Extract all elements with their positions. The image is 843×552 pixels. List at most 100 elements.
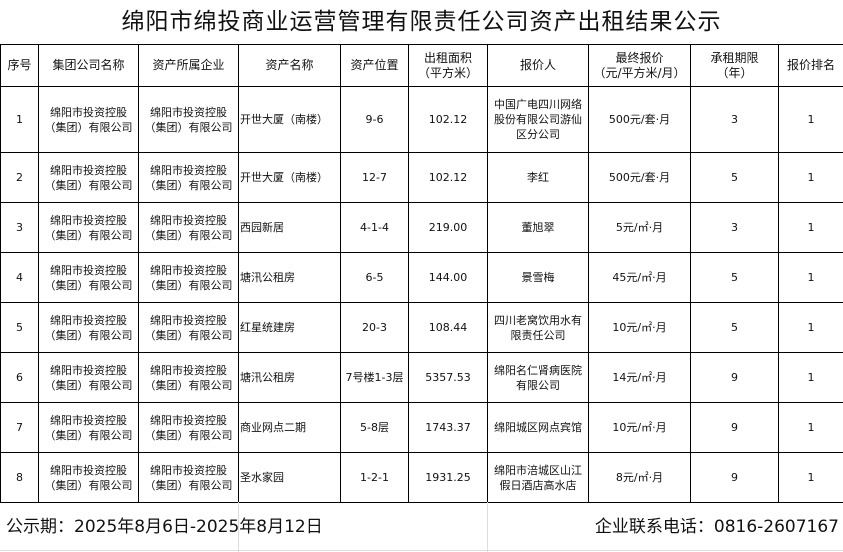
cell-index: 7: [0, 402, 39, 453]
table-row: 1 绵阳市投资控股（集团）有限公司 绵阳市投资控股（集团）有限公司 开世大厦（南楼） 9…: [0, 86, 843, 153]
cell-group-company: 绵阳市投资控股（集团）有限公司: [38, 302, 139, 353]
cell-final-price: 10元/㎡·月: [588, 302, 691, 353]
cell-area: 1931.25: [408, 452, 488, 503]
table-row: 5 绵阳市投资控股（集团）有限公司 绵阳市投资控股（集团）有限公司 红星统建房 20-3…: [0, 302, 843, 353]
cell-bidder: 绵阳名仁肾病医院有限公司: [487, 352, 589, 403]
table-row: 4 绵阳市投资控股（集团）有限公司 绵阳市投资控股（集团）有限公司 塘汛公租房 6-5 1…: [0, 252, 843, 303]
cell-lease-term: 9: [690, 352, 779, 403]
cell-lease-term: 5: [690, 302, 779, 353]
cell-group-company: 绵阳市投资控股（集团）有限公司: [38, 86, 139, 153]
cell-asset-name: 开世大厦（南楼）: [238, 86, 341, 153]
cell-index: 2: [0, 152, 39, 203]
header-owner-company: 资产所属企业: [138, 44, 239, 87]
cell-asset-name: 西园新居: [238, 202, 341, 253]
header-asset-name: 资产名称: [238, 44, 341, 87]
cell-rank: 1: [778, 402, 843, 453]
table-row: 7 绵阳市投资控股（集团）有限公司 绵阳市投资控股（集团）有限公司 商业网点二期 5-8…: [0, 402, 843, 453]
table-row: 3 绵阳市投资控股（集团）有限公司 绵阳市投资控股（集团）有限公司 西园新居 4-1-4…: [0, 202, 843, 253]
cell-owner-company: 绵阳市投资控股（集团）有限公司: [138, 452, 239, 503]
cell-asset-name: 红星统建房: [238, 302, 341, 353]
cell-rank: 1: [778, 452, 843, 503]
cell-asset-name: 塘汛公租房: [238, 252, 341, 303]
cell-bidder: 绵阳城区网点宾馆: [487, 402, 589, 453]
cell-asset-name: 圣水家园: [238, 452, 341, 503]
cell-index: 4: [0, 252, 39, 303]
cell-asset-location: 5-8层: [340, 402, 409, 453]
cell-owner-company: 绵阳市投资控股（集团）有限公司: [138, 202, 239, 253]
table-row: 2 绵阳市投资控股（集团）有限公司 绵阳市投资控股（集团）有限公司 开世大厦（南楼） 1…: [0, 152, 843, 203]
cell-area: 219.00: [408, 202, 488, 253]
cell-owner-company: 绵阳市投资控股（集团）有限公司: [138, 86, 239, 153]
cell-group-company: 绵阳市投资控股（集团）有限公司: [38, 252, 139, 303]
contact-phone: 企业联系电话：0816-2607167: [594, 517, 839, 537]
header-asset-location: 资产位置: [340, 44, 409, 87]
cell-area: 102.12: [408, 86, 488, 153]
header-area: 出租面积 （平方米）: [408, 44, 488, 87]
cell-bidder: 董旭翠: [487, 202, 589, 253]
cell-final-price: 10元/㎡·月: [588, 402, 691, 453]
cell-group-company: 绵阳市投资控股（集团）有限公司: [38, 352, 139, 403]
cell-rank: 1: [778, 352, 843, 403]
page-title: 绵阳市绵投商业运营管理有限责任公司资产出租结果公示: [121, 9, 722, 35]
cell-group-company: 绵阳市投资控股（集团）有限公司: [38, 402, 139, 453]
results-table: 序号 集团公司名称 资产所属企业 资产名称 资产位置 出租面积 （平方米） 报价人 最终报价 …: [0, 44, 843, 503]
cell-lease-term: 5: [690, 252, 779, 303]
cell-owner-company: 绵阳市投资控股（集团）有限公司: [138, 302, 239, 353]
cell-index: 8: [0, 452, 39, 503]
cell-rank: 1: [778, 302, 843, 353]
cell-group-company: 绵阳市投资控股（集团）有限公司: [38, 202, 139, 253]
table-row: 6 绵阳市投资控股（集团）有限公司 绵阳市投资控股（集团）有限公司 塘汛公租房 7号楼1…: [0, 352, 843, 403]
cell-area: 5357.53: [408, 352, 488, 403]
cell-lease-term: 3: [690, 202, 779, 253]
cell-index: 5: [0, 302, 39, 353]
cell-lease-term: 9: [690, 452, 779, 503]
publicity-period: 公示期：2025年8月6日-2025年8月12日: [6, 517, 323, 537]
cell-final-price: 500元/套·月: [588, 86, 691, 153]
cell-area: 108.44: [408, 302, 488, 353]
cell-final-price: 14元/㎡·月: [588, 352, 691, 403]
cell-final-price: 500元/套·月: [588, 152, 691, 203]
cell-final-price: 5元/㎡·月: [588, 202, 691, 253]
cell-rank: 1: [778, 86, 843, 153]
cell-group-company: 绵阳市投资控股（集团）有限公司: [38, 152, 139, 203]
cell-index: 3: [0, 202, 39, 253]
cell-rank: 1: [778, 152, 843, 203]
cell-asset-location: 9-6: [340, 86, 409, 153]
header-index: 序号: [0, 44, 39, 87]
cell-owner-company: 绵阳市投资控股（集团）有限公司: [138, 352, 239, 403]
header-rank: 报价排名: [778, 44, 843, 87]
cell-group-company: 绵阳市投资控股（集团）有限公司: [38, 452, 139, 503]
cell-bidder: 景雪梅: [487, 252, 589, 303]
header-final-price: 最终报价 （元/平方米/月）: [588, 44, 691, 87]
cell-bidder: 绵阳市涪城区山江假日酒店高水店: [487, 452, 589, 503]
cell-final-price: 8元/㎡·月: [588, 452, 691, 503]
cell-lease-term: 9: [690, 402, 779, 453]
cell-index: 1: [0, 86, 39, 153]
cell-area: 102.12: [408, 152, 488, 203]
cell-asset-name: 塘汛公租房: [238, 352, 341, 403]
cell-owner-company: 绵阳市投资控股（集团）有限公司: [138, 252, 239, 303]
cell-area: 144.00: [408, 252, 488, 303]
cell-rank: 1: [778, 202, 843, 253]
table-row: 8 绵阳市投资控股（集团）有限公司 绵阳市投资控股（集团）有限公司 圣水家园 1-2-1…: [0, 452, 843, 503]
cell-lease-term: 5: [690, 152, 779, 203]
cell-asset-location: 4-1-4: [340, 202, 409, 253]
header-group-company: 集团公司名称: [38, 44, 139, 87]
header-lease-term: 承租期限 （年）: [690, 44, 779, 87]
cell-owner-company: 绵阳市投资控股（集团）有限公司: [138, 402, 239, 453]
cell-bidder: 中国广电四川网络股份有限公司游仙区分公司: [487, 86, 589, 153]
header-row: 序号 集团公司名称 资产所属企业 资产名称 资产位置 出租面积 （平方米） 报价人 最终报价 …: [0, 44, 843, 87]
cell-asset-name: 商业网点二期: [238, 402, 341, 453]
header-bidder: 报价人: [487, 44, 589, 87]
cell-bidder: 四川老窝饮用水有限责任公司: [487, 302, 589, 353]
cell-asset-name: 开世大厦（南楼）: [238, 152, 341, 203]
cell-rank: 1: [778, 252, 843, 303]
cell-asset-location: 20-3: [340, 302, 409, 353]
cell-bidder: 李红: [487, 152, 589, 203]
cell-asset-location: 7号楼1-3层: [340, 352, 409, 403]
cell-asset-location: 6-5: [340, 252, 409, 303]
cell-lease-term: 3: [690, 86, 779, 153]
cell-index: 6: [0, 352, 39, 403]
cell-owner-company: 绵阳市投资控股（集团）有限公司: [138, 152, 239, 203]
cell-area: 1743.37: [408, 402, 488, 453]
